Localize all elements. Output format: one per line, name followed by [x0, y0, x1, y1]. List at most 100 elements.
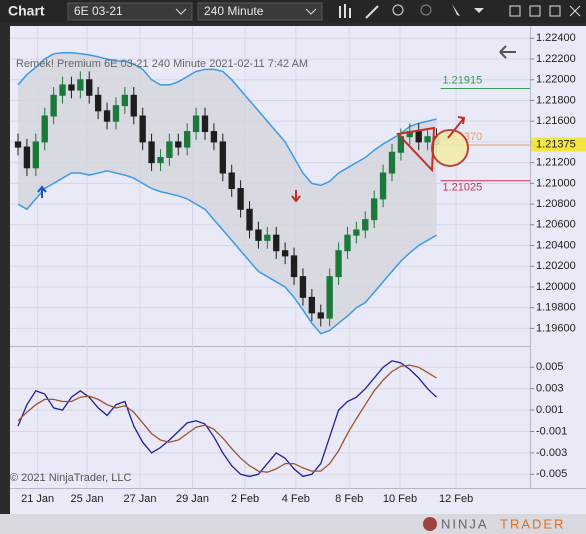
candle-body [255, 229, 262, 241]
candle-body [290, 255, 298, 278]
logo-first: NINJA [441, 516, 489, 531]
interval-text: 240 Minute [204, 4, 264, 18]
candle-body [326, 276, 333, 319]
candle-body [175, 141, 182, 148]
instrument-text: 6E 03-21 [74, 4, 123, 18]
candle-body [94, 94, 102, 112]
sell-arrow [291, 190, 301, 203]
chart-title: Remek! Premium 6E 03-21 240 Minute 2021-… [16, 58, 308, 70]
candle-body [237, 188, 244, 210]
band-line [17, 170, 437, 335]
logo-second: TRADER [500, 516, 565, 531]
y-tick-label: 0.003 [536, 383, 564, 395]
candle-body [299, 276, 307, 298]
menu-icon[interactable] [474, 8, 484, 13]
annotations [37, 45, 516, 203]
y-tick-label: 1.19600 [536, 322, 576, 334]
x-tick-label: 10 Feb [383, 493, 417, 505]
candle-body [344, 234, 351, 252]
price-level-label: 1.21025 [443, 182, 483, 194]
y-tick-label: -0.001 [536, 425, 567, 437]
y-tick-label: 1.22000 [536, 74, 576, 86]
maximize-btn[interactable] [549, 5, 561, 17]
candle-body [121, 94, 129, 107]
candle-body [68, 84, 75, 91]
x-tick-label: 27 Jan [123, 493, 156, 505]
y-tick-label: 1.20600 [536, 219, 576, 231]
draw-icon[interactable] [365, 5, 379, 19]
candle-body [130, 94, 137, 117]
zoom-in-icon[interactable] [392, 4, 404, 16]
y-tick-label: 0.005 [536, 361, 564, 373]
interval-select[interactable] [197, 2, 323, 21]
candle-body [308, 296, 316, 314]
candle-body [281, 250, 289, 257]
y-tick-label: 1.22200 [536, 53, 576, 65]
instrument-select[interactable] [67, 2, 193, 21]
candle-body [41, 115, 48, 143]
x-tick-label: 25 Jan [71, 493, 104, 505]
candle-body [86, 79, 93, 96]
candle-body [210, 131, 218, 143]
buy-arrow [37, 185, 47, 198]
candle-body [415, 131, 422, 143]
candle-body [103, 110, 111, 122]
candle-body [335, 250, 342, 278]
last-price-tag [531, 137, 586, 152]
candle-body [424, 136, 431, 143]
candle-body [362, 219, 369, 231]
triangle-drawing [395, 126, 436, 173]
dropdown-caret [175, 8, 187, 15]
window-title: Chart [8, 3, 45, 19]
x-tick-label: 4 Feb [282, 493, 310, 505]
dropdown-caret [305, 8, 317, 15]
band-fill [18, 52, 437, 334]
candle-body [32, 141, 39, 169]
restore-btn[interactable] [529, 5, 541, 17]
back-arrow[interactable] [499, 45, 516, 59]
x-tick-label: 12 Feb [439, 493, 473, 505]
x-tick-label: 21 Jan [21, 493, 54, 505]
candle-body [353, 229, 360, 236]
plot: 21 Jan 25 Jan 27 Jan 29 Jan 2 Feb 4 Feb 8 Feb 1… [10, 26, 586, 505]
candle-body [14, 141, 22, 148]
candle-body [371, 198, 378, 221]
candle-body [77, 79, 84, 91]
toolbar: Chart 6E 03-21 240 Minute [0, 0, 586, 23]
candle-body [157, 156, 164, 164]
candle-body [50, 94, 57, 117]
bars-icon[interactable] [339, 4, 351, 18]
y-tick-label: -0.005 [536, 468, 567, 480]
copyright: © 2021 NinjaTrader, LLC [10, 472, 131, 484]
price-level-label: 1.21915 [443, 74, 483, 86]
y-tick-label: 1.21200 [536, 157, 576, 169]
candle-body [246, 208, 253, 231]
candle-body [184, 131, 191, 148]
band-line [17, 52, 437, 187]
candle-body [379, 172, 387, 200]
y-tick-label: 1.20000 [536, 281, 576, 293]
candle-body [219, 141, 226, 174]
minimize-btn[interactable] [509, 5, 521, 17]
candle-body [59, 84, 66, 96]
candle-body [273, 234, 280, 252]
x-tick-label: 29 Jan [176, 493, 209, 505]
footer-bg [0, 514, 586, 534]
zoom-out-icon[interactable] [420, 4, 432, 16]
candle-body [264, 234, 271, 241]
candle-body [23, 146, 31, 169]
logo-icon [423, 517, 437, 531]
candle-body [228, 172, 235, 190]
target-arrow [447, 116, 466, 139]
pointer-icon[interactable] [452, 4, 460, 16]
x-tick-label: 8 Feb [335, 493, 363, 505]
y-tick-label: 1.20800 [536, 198, 576, 210]
oscillator-line [17, 364, 437, 473]
y-tick-label: 1.20400 [536, 239, 576, 251]
candle-body [166, 141, 173, 158]
y-tick-label: 1.20200 [536, 260, 576, 272]
candle-body [192, 115, 200, 133]
close-btn[interactable] [569, 5, 581, 17]
